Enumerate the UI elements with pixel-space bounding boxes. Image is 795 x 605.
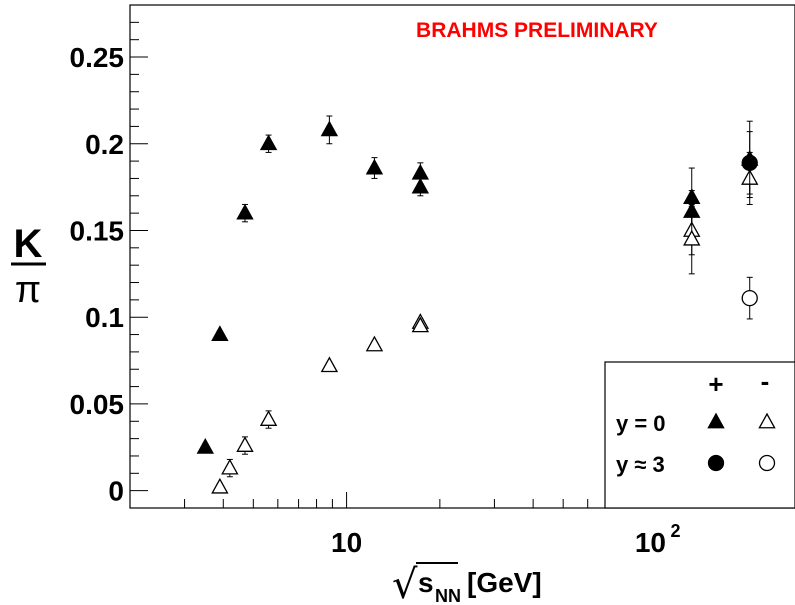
data-point-open-circle xyxy=(741,289,758,307)
data-point-group xyxy=(221,458,239,478)
y-tick-label: 0.25 xyxy=(70,42,125,73)
y-tick-label: 0.1 xyxy=(85,302,124,333)
data-point-open-triangle xyxy=(211,477,229,494)
data-point-filled-triangle xyxy=(196,437,215,454)
plot-frame xyxy=(129,4,795,509)
data-point-group xyxy=(741,276,758,320)
data-point-group xyxy=(320,356,339,373)
data-point-group xyxy=(683,203,701,275)
data-point-group xyxy=(236,203,254,223)
data-point-open-triangle xyxy=(683,229,701,246)
data-point-group xyxy=(236,436,254,455)
x-axis-label-subscript: NN xyxy=(435,586,461,605)
x-axis-label-unit: [GeV] xyxy=(467,567,542,598)
data-point-open-triangle xyxy=(411,316,430,333)
x-tick-label-exponent: 2 xyxy=(670,521,680,541)
data-point-filled-triangle xyxy=(259,134,278,151)
legend-label-y0: y = 0 xyxy=(616,411,666,436)
data-point-open-triangle xyxy=(365,335,384,352)
legend-markers xyxy=(707,412,776,472)
x-tick-label: 10 xyxy=(635,527,666,558)
data-point-filled-circle xyxy=(741,154,758,171)
y-tick-label: 0.2 xyxy=(85,129,124,160)
x-axis-label-sqrt: √ xyxy=(392,562,418,605)
data-point-filled-triangle xyxy=(236,203,254,220)
legend-marker-filled-triangle xyxy=(707,412,725,429)
legend-marker-open-circle xyxy=(758,454,776,472)
data-point-group xyxy=(411,177,430,197)
x-axis-label-s: s xyxy=(418,567,434,598)
data-point-group xyxy=(196,437,215,454)
data-point-group xyxy=(365,157,384,179)
legend: + - y = 0 y ≈ 3 xyxy=(604,361,795,509)
data-point-filled-triangle xyxy=(320,120,339,137)
x-axis-label: √ s NN [GeV] xyxy=(392,562,542,605)
legend-box xyxy=(604,361,795,509)
y-axis-label: K π xyxy=(11,222,46,311)
y-tick-label: 0.15 xyxy=(70,215,125,246)
data-point-filled-triangle xyxy=(411,177,430,194)
data-point-group xyxy=(211,325,229,341)
data-point-group xyxy=(259,410,278,429)
legend-header-minus: - xyxy=(761,366,770,396)
preliminary-annotation: BRAHMS PRELIMINARY xyxy=(416,19,658,42)
data-point-group xyxy=(259,134,278,153)
data-point-open-triangle xyxy=(236,436,254,452)
data-point-group xyxy=(211,477,229,494)
data-point-group xyxy=(741,131,758,195)
legend-label-y3: y ≈ 3 xyxy=(616,452,665,477)
data-point-filled-triangle xyxy=(211,325,229,341)
y-axis-label-denominator: π xyxy=(15,269,41,311)
y-tick-label: 0 xyxy=(108,476,124,507)
data-points xyxy=(196,115,759,494)
data-point-group xyxy=(411,316,430,333)
legend-marker-filled-circle xyxy=(707,454,725,472)
y-axis-label-numerator: K xyxy=(14,222,43,266)
data-point-filled-triangle xyxy=(365,158,384,175)
legend-header-plus: + xyxy=(708,369,723,399)
data-point-group xyxy=(320,115,339,145)
data-point-open-triangle xyxy=(259,410,278,426)
data-point-open-triangle xyxy=(221,458,239,475)
x-tick-label: 10 xyxy=(331,527,362,558)
data-point-group xyxy=(365,335,384,352)
legend-marker-open-triangle xyxy=(758,412,776,429)
data-point-open-triangle xyxy=(320,356,339,373)
y-tick-label: 0.05 xyxy=(70,389,125,420)
